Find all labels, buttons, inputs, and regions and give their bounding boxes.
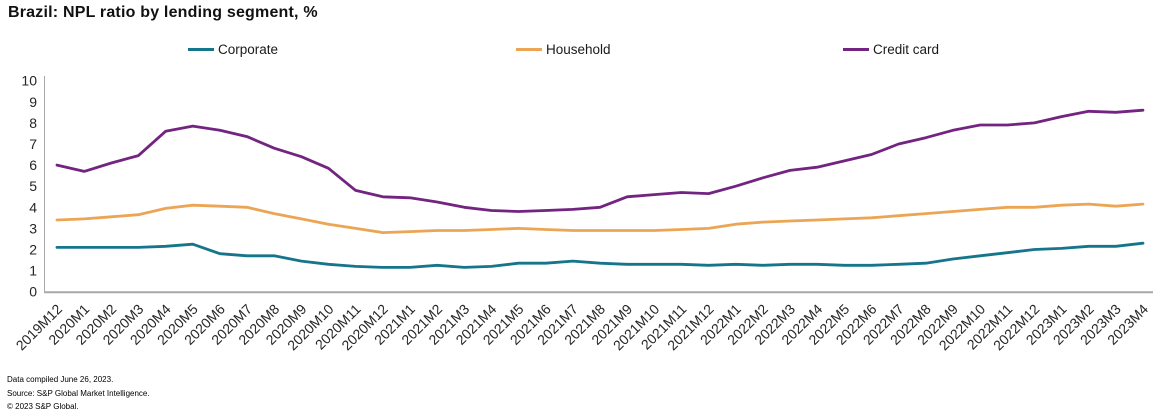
legend-label-corporate: Corporate xyxy=(218,41,279,57)
legend-item-corporate: Corporate xyxy=(188,41,278,57)
series-line-credit-card xyxy=(55,108,1145,213)
y-tick-label: 7 xyxy=(29,136,37,152)
legend-item-household: Household xyxy=(516,41,611,57)
footer-copyright: © 2023 S&P Global. xyxy=(7,402,79,411)
y-tick-label: 6 xyxy=(29,157,37,173)
series-line-corporate xyxy=(55,241,1145,269)
legend-item-credit-card: Credit card xyxy=(843,41,939,57)
legend-line-swatch-credit-card xyxy=(843,47,869,51)
chart-title: Brazil: NPL ratio by lending segment, % xyxy=(8,4,318,21)
series-line-household xyxy=(55,202,1145,235)
legend-line-swatch-corporate xyxy=(188,47,214,51)
y-tick-label: 9 xyxy=(29,94,37,110)
chart-legend: Corporate Household Credit card xyxy=(0,41,1162,59)
legend-label-credit-card: Credit card xyxy=(873,41,940,57)
y-tick-label: 8 xyxy=(29,115,37,131)
y-tick-label: 4 xyxy=(29,199,37,215)
y-tick-label: 3 xyxy=(29,220,37,236)
chart-footer: Data compiled June 26, 2023. Source: S&P… xyxy=(7,373,150,414)
footer-compiled-date: Data compiled June 26, 2023. xyxy=(7,375,114,384)
y-tick-label: 1 xyxy=(29,263,37,279)
footer-source: Source: S&P Global Market Intelligence. xyxy=(7,388,150,398)
y-tick-label: 2 xyxy=(29,242,37,258)
y-tick-label: 10 xyxy=(21,73,37,89)
y-tick-label: 5 xyxy=(29,178,37,194)
y-tick-label: 0 xyxy=(29,284,37,300)
legend-line-swatch-household xyxy=(516,47,542,51)
legend-label-household: Household xyxy=(546,41,611,57)
